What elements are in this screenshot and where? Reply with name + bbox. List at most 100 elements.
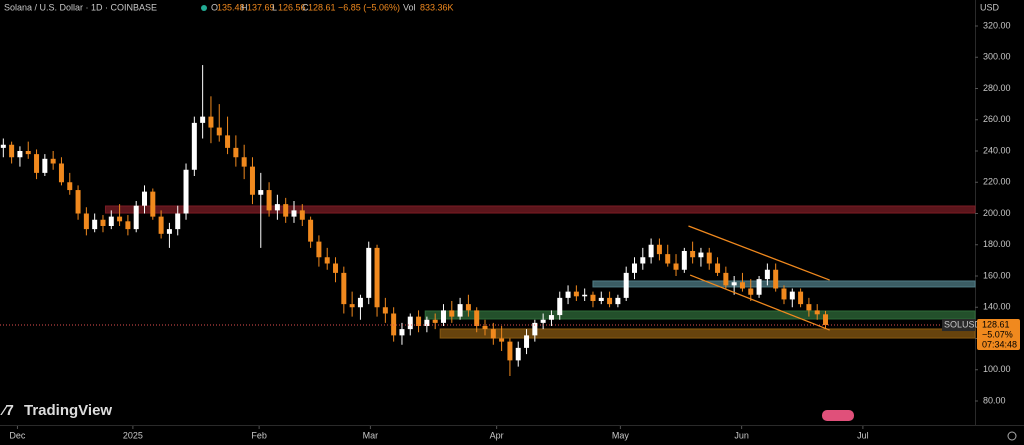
candle-body: [806, 304, 812, 311]
candle-body: [183, 169, 189, 214]
x-tick-label: Feb: [251, 430, 267, 440]
candle-body: [823, 314, 829, 326]
candle-body: [34, 154, 40, 173]
candle-body: [399, 329, 405, 336]
candle-body: [324, 257, 330, 264]
candle-body: [474, 310, 480, 326]
candle-body: [241, 157, 247, 167]
candle-body: [565, 291, 571, 298]
price-tag-change: −5.07%: [982, 329, 1013, 339]
candle-body: [150, 191, 156, 217]
candle-body: [333, 263, 339, 273]
candle-body: [382, 307, 388, 314]
candle-body: [698, 252, 704, 258]
x-tick-label: Jun: [734, 430, 749, 440]
price-tag-countdown: 07:34:48: [982, 339, 1017, 349]
ohlc-value: 126.56: [278, 2, 306, 12]
candle-body: [515, 347, 521, 361]
candle-body: [681, 251, 687, 270]
candle-body: [308, 219, 314, 242]
candle-body: [449, 310, 455, 317]
plot: [0, 65, 976, 376]
brand: TradingView: [24, 402, 112, 419]
volume-value: 833.36K: [420, 2, 454, 12]
candle-body: [50, 158, 56, 164]
x-tick-label: May: [612, 430, 630, 440]
channel-line: [688, 225, 830, 281]
candle-body: [25, 151, 31, 155]
candle-body: [0, 144, 6, 148]
candle-body: [100, 219, 106, 226]
candle-body: [582, 294, 588, 297]
candle-body: [166, 229, 172, 234]
candle-body: [357, 297, 363, 308]
candle-body: [690, 251, 696, 258]
candle-body: [366, 247, 372, 298]
candle-body: [249, 166, 255, 195]
candle-body: [416, 316, 422, 326]
y-tick-label: 240.00: [983, 145, 1011, 155]
y-tick-label: 260.00: [983, 114, 1011, 124]
candle-body: [424, 319, 430, 326]
candle-body: [42, 158, 48, 173]
candle-body: [540, 319, 546, 323]
candle-body: [83, 213, 89, 230]
candle-body: [349, 304, 355, 308]
price-tag: [977, 319, 1020, 351]
candle-body: [640, 257, 646, 264]
candle-body: [133, 205, 139, 230]
market-status: [201, 5, 207, 11]
candle-body: [598, 297, 604, 301]
candle-body: [507, 341, 513, 361]
candle-body: [175, 213, 181, 230]
candle-body: [773, 269, 779, 289]
x-tick-label: Jul: [857, 430, 869, 440]
price-tag-value: 128.61: [982, 319, 1010, 329]
candle-body: [756, 279, 762, 295]
symbol-tag-label: SOLUSD: [944, 319, 982, 329]
candle-body: [457, 304, 463, 317]
y-tick-label: 220.00: [983, 177, 1011, 187]
ohlc-label: L: [272, 2, 277, 12]
candle-body: [440, 310, 446, 323]
candle-body: [225, 135, 231, 148]
candle-body: [631, 263, 637, 273]
y-tick-label: 200.00: [983, 208, 1011, 218]
candle-body: [665, 254, 671, 264]
candle-body: [142, 191, 148, 206]
candle-body: [648, 244, 654, 258]
x-tick-label: Mar: [363, 430, 379, 440]
y-tick-label: 80.00: [983, 395, 1006, 405]
zone: [424, 310, 976, 320]
candle-body: [573, 291, 579, 297]
candle-body: [748, 288, 754, 295]
candle-body: [67, 182, 73, 191]
candle-body: [781, 288, 787, 300]
candle-body: [532, 322, 538, 336]
flag-icon[interactable]: [822, 410, 854, 421]
candle-body: [656, 244, 662, 255]
volume-label: Vol: [403, 2, 416, 12]
y-tick-label: 180.00: [983, 239, 1011, 249]
y-tick-label: 320.00: [983, 20, 1011, 30]
candle-body: [499, 338, 505, 342]
candle-body: [17, 151, 23, 158]
settings-icon[interactable]: [1007, 431, 1017, 441]
brand-logo: ⁄7: [0, 402, 14, 419]
candle-body: [615, 297, 621, 305]
candle-body: [739, 282, 745, 289]
candle-body: [715, 263, 721, 273]
currency-label: USD: [980, 2, 1000, 12]
candle-body: [590, 294, 596, 301]
candle-body: [673, 263, 679, 270]
candle-body: [557, 297, 563, 316]
candle-body: [191, 122, 197, 170]
change-value: −6.85 (−5.06%): [338, 2, 400, 12]
candle-body: [731, 282, 737, 286]
candle-body: [706, 252, 712, 264]
candle-body: [117, 216, 123, 222]
ohlc-label: H: [241, 2, 248, 12]
candle-body: [548, 315, 554, 320]
candle-body: [291, 210, 297, 217]
